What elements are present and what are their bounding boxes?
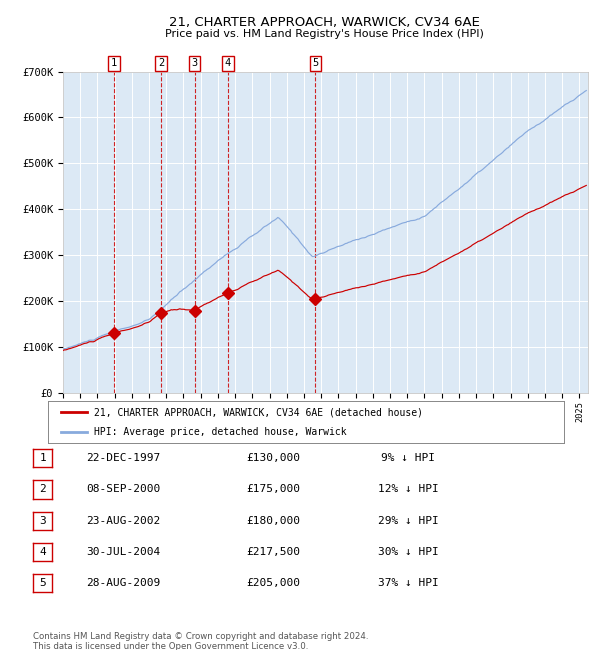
Text: 2: 2	[158, 58, 164, 68]
Text: 12% ↓ HPI: 12% ↓ HPI	[377, 484, 439, 495]
Text: 1: 1	[39, 453, 46, 463]
Text: £130,000: £130,000	[246, 453, 300, 463]
Text: 28-AUG-2009: 28-AUG-2009	[86, 578, 160, 588]
Text: 30-JUL-2004: 30-JUL-2004	[86, 547, 160, 557]
Text: 4: 4	[39, 547, 46, 557]
Text: 5: 5	[39, 578, 46, 588]
Text: 30% ↓ HPI: 30% ↓ HPI	[377, 547, 439, 557]
Text: 9% ↓ HPI: 9% ↓ HPI	[381, 453, 435, 463]
Text: 3: 3	[39, 515, 46, 526]
Text: Contains HM Land Registry data © Crown copyright and database right 2024.
This d: Contains HM Land Registry data © Crown c…	[33, 632, 368, 650]
Text: 1: 1	[111, 58, 117, 68]
Text: £205,000: £205,000	[246, 578, 300, 588]
Text: 3: 3	[191, 58, 198, 68]
Text: 21, CHARTER APPROACH, WARWICK, CV34 6AE (detached house): 21, CHARTER APPROACH, WARWICK, CV34 6AE …	[94, 408, 424, 417]
Text: Price paid vs. HM Land Registry's House Price Index (HPI): Price paid vs. HM Land Registry's House …	[164, 29, 484, 39]
Text: 2: 2	[39, 484, 46, 495]
Text: £175,000: £175,000	[246, 484, 300, 495]
Text: 4: 4	[225, 58, 231, 68]
Text: £217,500: £217,500	[246, 547, 300, 557]
Text: 21, CHARTER APPROACH, WARWICK, CV34 6AE: 21, CHARTER APPROACH, WARWICK, CV34 6AE	[169, 16, 479, 29]
Text: £180,000: £180,000	[246, 515, 300, 526]
Text: 23-AUG-2002: 23-AUG-2002	[86, 515, 160, 526]
Text: 37% ↓ HPI: 37% ↓ HPI	[377, 578, 439, 588]
Text: 08-SEP-2000: 08-SEP-2000	[86, 484, 160, 495]
Text: 22-DEC-1997: 22-DEC-1997	[86, 453, 160, 463]
Text: 5: 5	[312, 58, 319, 68]
Text: 29% ↓ HPI: 29% ↓ HPI	[377, 515, 439, 526]
Text: HPI: Average price, detached house, Warwick: HPI: Average price, detached house, Warw…	[94, 427, 347, 437]
